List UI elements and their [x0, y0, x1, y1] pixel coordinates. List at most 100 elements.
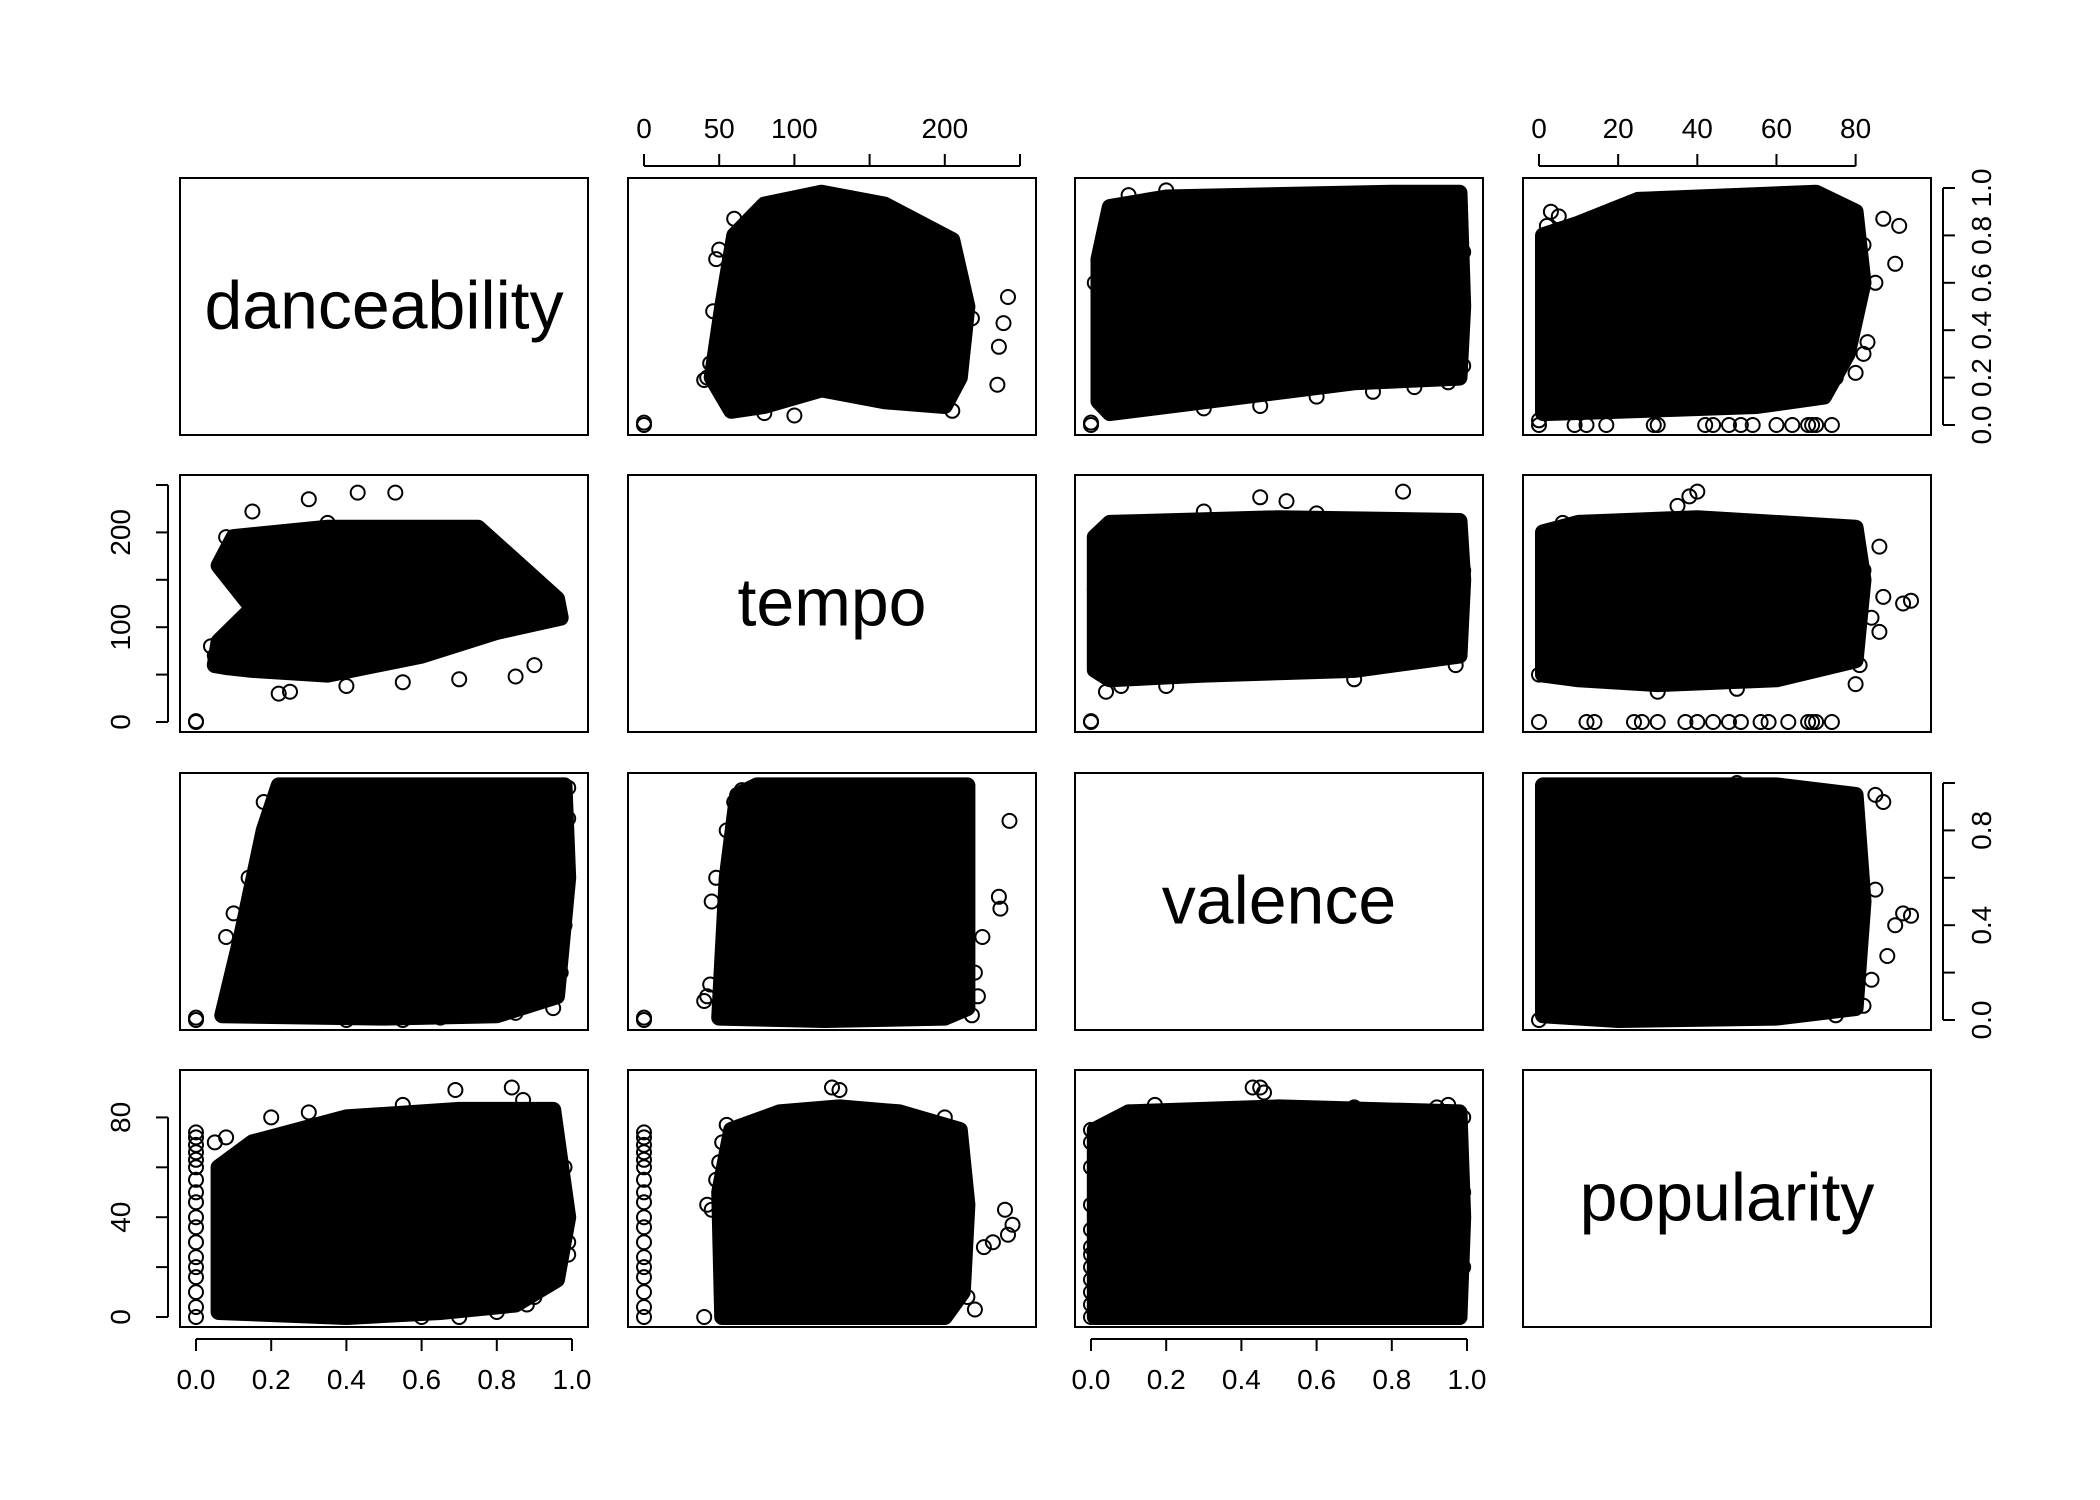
data-point	[488, 1304, 505, 1320]
data-point	[1855, 345, 1872, 362]
data-point	[1697, 417, 1714, 433]
data-point	[1578, 714, 1595, 730]
data-point	[1531, 412, 1547, 429]
data-point	[711, 1154, 728, 1171]
data-point	[188, 1299, 204, 1315]
data-point	[1875, 210, 1892, 227]
data-point	[188, 1136, 204, 1153]
dense-points-danceability-vs-valence	[1090, 184, 1472, 422]
tick-label: 0	[105, 1309, 136, 1325]
data-point	[1823, 714, 1840, 730]
data-point	[518, 1296, 535, 1313]
data-point	[338, 1012, 355, 1028]
panel-frame-r3-c3	[1522, 1069, 1932, 1328]
data-point	[702, 355, 719, 372]
data-point	[552, 964, 569, 981]
data-point	[1800, 417, 1817, 433]
data-point	[1871, 623, 1888, 640]
data-point	[1705, 417, 1722, 433]
data-point	[636, 1309, 652, 1325]
dense-points-danceability-vs-tempo	[703, 184, 976, 419]
data-point	[447, 1082, 464, 1098]
data-point	[992, 900, 1009, 917]
data-point	[1083, 1296, 1099, 1313]
panel-frame-r3-c1	[627, 1069, 1037, 1328]
panel-frame-r0-c0	[179, 177, 589, 436]
x-axis-valence: 0.0 0.2 0.4 0.6 0.8 1.0	[1072, 1338, 1486, 1395]
data-point	[1550, 524, 1567, 541]
data-point	[1863, 609, 1880, 626]
data-point	[1732, 714, 1749, 730]
data-point	[1677, 714, 1694, 730]
data-point	[944, 402, 961, 419]
data-point	[1645, 417, 1662, 433]
data-point	[526, 993, 543, 1009]
data-point	[1808, 417, 1825, 433]
data-point	[1428, 1099, 1445, 1116]
data-point	[560, 810, 577, 827]
data-point	[990, 888, 1007, 905]
data-point	[1681, 488, 1698, 505]
data-point	[1098, 683, 1114, 700]
data-point	[1083, 1121, 1099, 1138]
data-point	[1531, 714, 1547, 730]
data-point	[1903, 907, 1919, 924]
dense-points-valence-vs-danceability	[214, 777, 577, 1026]
data-point	[995, 315, 1012, 332]
data-point	[1346, 1099, 1363, 1116]
tick-label: 0.8	[1372, 1364, 1411, 1395]
data-point	[206, 647, 223, 664]
data-point	[636, 1194, 652, 1211]
tick-label: 100	[105, 604, 136, 651]
data-point	[951, 1124, 968, 1141]
data-point	[225, 905, 242, 922]
data-point	[188, 1194, 204, 1211]
tick-label: 0	[1531, 113, 1547, 144]
data-point	[560, 1234, 577, 1251]
data-point	[1863, 971, 1880, 988]
data-point	[1867, 274, 1884, 291]
data-point	[1451, 1309, 1468, 1325]
scatter-panel-valence-vs-tempo	[636, 777, 1018, 1028]
variable-label-tempo: tempo	[738, 565, 927, 641]
data-point	[1847, 364, 1864, 381]
dense-points-danceability-vs-popularity	[1535, 184, 1872, 422]
data-point	[1004, 1216, 1021, 1233]
data-point	[1531, 1012, 1547, 1028]
data-point	[696, 372, 713, 388]
panel-frame-r1-c3	[1522, 474, 1932, 733]
data-point	[1083, 1134, 1099, 1151]
data-point	[451, 1309, 468, 1325]
data-point	[1120, 187, 1137, 204]
data-point	[1855, 997, 1872, 1014]
data-point	[1195, 400, 1212, 417]
panel-frame-r1-c1	[627, 474, 1037, 733]
data-point	[1784, 417, 1801, 433]
tick-label: 0.2	[1966, 358, 1997, 397]
data-point	[1875, 588, 1892, 605]
data-point	[703, 1201, 720, 1218]
data-point	[636, 1284, 652, 1301]
panel-frame-r0-c3	[1522, 177, 1932, 436]
data-point	[636, 1209, 652, 1226]
data-point	[188, 1129, 204, 1146]
x-axis-popularity: 0 20 40 60 80	[1531, 113, 1871, 167]
data-point	[1406, 379, 1423, 396]
data-point	[1598, 417, 1615, 433]
variable-label-danceability: danceability	[204, 268, 563, 344]
tick-label: 0.6	[402, 1364, 441, 1395]
scatter-panel-popularity-vs-danceability	[188, 1079, 577, 1325]
data-point	[560, 779, 577, 796]
tick-label: 0.8	[477, 1364, 516, 1395]
data-point	[1146, 1096, 1163, 1113]
dense-points-tempo-vs-popularity	[1535, 510, 1872, 693]
data-point	[636, 1124, 652, 1141]
data-point	[708, 1171, 725, 1188]
data-point	[959, 1289, 976, 1305]
data-point	[636, 1269, 652, 1286]
data-point	[1365, 383, 1381, 400]
data-point	[1083, 1271, 1099, 1288]
data-point	[1669, 497, 1686, 514]
data-point	[966, 1301, 983, 1318]
data-point	[1855, 562, 1872, 579]
